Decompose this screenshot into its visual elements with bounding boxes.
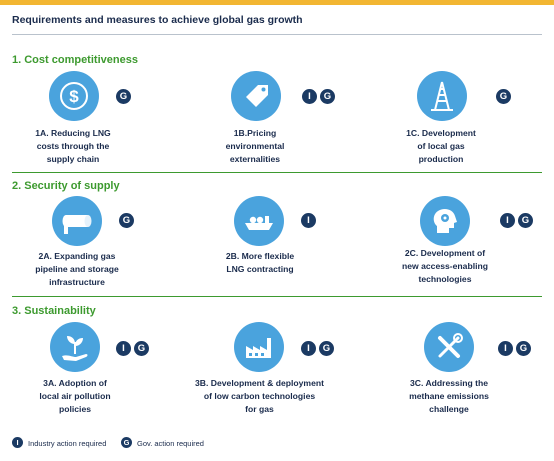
legend-gov-text: Gov. action required (137, 439, 204, 448)
plant-hand-icon (50, 322, 100, 372)
section-divider-1 (12, 172, 542, 173)
measure-1b-label: 1B.Pricing environmental externalities (225, 128, 285, 164)
industry-action-badge: I (301, 341, 316, 356)
pipeline-icon (52, 196, 102, 246)
measure-3a-label: 3A. Adoption of local air pollution polici… (39, 378, 111, 414)
legend-gov-badge: G (121, 437, 132, 448)
industry-action-badge: I (302, 89, 317, 104)
gov-action-badge: G (319, 341, 334, 356)
lng-ship-icon (234, 196, 284, 246)
head-gears-icon (420, 196, 470, 246)
price-tag-icon (231, 71, 281, 121)
measure-2b-label: 2B. More flexible LNG contracting (225, 251, 295, 274)
drilling-rig-icon (417, 71, 467, 121)
legend-industry-badge: I (12, 437, 23, 448)
dollar-coin-icon: $ (49, 71, 99, 121)
section-title-security-of-supply: 2. Security of supply (12, 180, 120, 192)
gov-action-badge: G (116, 89, 131, 104)
gov-action-badge: G (320, 89, 335, 104)
gov-action-badge: G (496, 89, 511, 104)
gov-action-badge: G (516, 341, 531, 356)
gov-action-badge: G (119, 213, 134, 228)
title-divider (12, 34, 542, 35)
measure-2c-label: 2C. Development of new access-enabling tec… (402, 248, 488, 284)
industry-action-badge: I (301, 213, 316, 228)
legend-industry-text: Industry action required (28, 439, 107, 448)
svg-text:$: $ (69, 87, 79, 106)
section-title-sustainability: 3. Sustainability (12, 305, 96, 317)
industry-action-badge: I (116, 341, 131, 356)
measure-1c-label: 1C. Development of local gas production (406, 128, 476, 164)
industry-action-badge: I (500, 213, 515, 228)
tools-icon (424, 322, 474, 372)
factory-icon (234, 322, 284, 372)
page-title: Requirements and measures to achieve glo… (12, 14, 303, 26)
measure-1a-label: 1A. Reducing LNG costs through the supply … (35, 128, 111, 164)
measure-3c-label: 3C. Addressing the methane emissions chall… (409, 378, 489, 414)
top-accent-bar (0, 0, 554, 5)
measure-3b-label: 3B. Development & deployment of low carbo… (195, 378, 324, 414)
gov-action-badge: G (518, 213, 533, 228)
section-title-cost-competitiveness: 1. Cost competitiveness (12, 54, 138, 66)
industry-action-badge: I (498, 341, 513, 356)
gov-action-badge: G (134, 341, 149, 356)
measure-2a-label: 2A. Expanding gas pipeline and storage inf… (35, 251, 119, 287)
section-divider-2 (12, 296, 542, 297)
